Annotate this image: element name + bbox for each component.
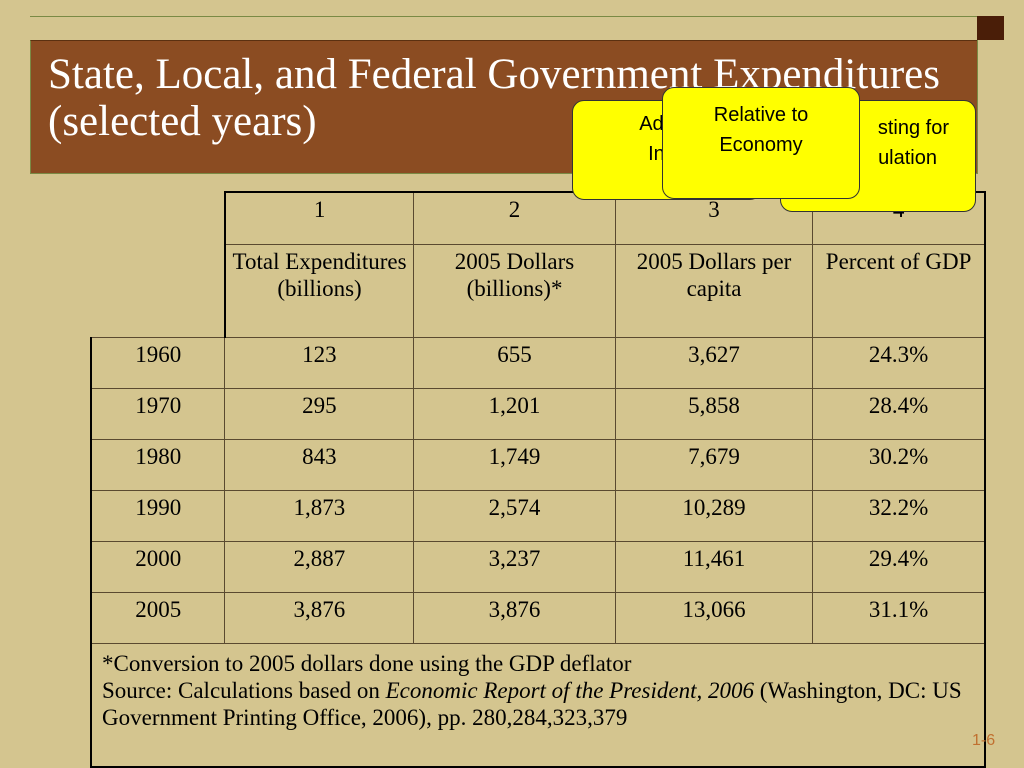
per-capita-cell: 5,858: [614, 388, 814, 440]
per-capita-cell: 11,461: [614, 541, 814, 593]
dollars2005-cell: 655: [413, 337, 616, 389]
year-cell: 2005: [90, 592, 226, 644]
table-row: 1960 123 655 3,627 24.3%: [90, 337, 987, 389]
column-header: Percent of GDP: [812, 244, 987, 338]
source-note: Source: Calculations based on Economic R…: [102, 677, 974, 731]
pct-gdp-cell: 28.4%: [812, 388, 987, 440]
year-cell: 1970: [90, 388, 226, 440]
column-number: 2: [413, 191, 616, 245]
dollars2005-cell: 3,237: [413, 541, 616, 593]
table-row: 1990 1,873 2,574 10,289 32.2%: [90, 490, 987, 542]
table-note: *Conversion to 2005 dollars done using t…: [90, 643, 986, 768]
side-strip-accent: [977, 16, 1004, 40]
column-header: 2005 Dollars per capita: [614, 244, 814, 338]
per-capita-cell: 7,679: [614, 439, 814, 491]
total-cell: 123: [224, 337, 415, 389]
column-header: 2005 Dollars (billions)*: [413, 244, 616, 338]
year-cell: 1980: [90, 439, 226, 491]
total-cell: 843: [224, 439, 415, 491]
blank-cell: [91, 192, 225, 245]
table-row: 2000 2,887 3,237 11,461 29.4%: [90, 541, 987, 593]
pct-gdp-cell: 32.2%: [812, 490, 987, 542]
table-row: 2005 3,876 3,876 13,066 31.1%: [90, 592, 987, 644]
per-capita-cell: 10,289: [614, 490, 814, 542]
dollars2005-cell: 3,876: [413, 592, 616, 644]
dollars2005-cell: 2,574: [413, 490, 616, 542]
callout-text-line1: Relative to: [713, 104, 809, 126]
source-prefix: Source: Calculations based on: [102, 678, 386, 703]
total-cell: 2,887: [224, 541, 415, 593]
per-capita-cell: 13,066: [614, 592, 814, 644]
dollars2005-cell: 1,749: [413, 439, 616, 491]
pct-gdp-cell: 31.1%: [812, 592, 987, 644]
page-number: 1-6: [972, 732, 996, 749]
source-title: Economic Report of the President, 2006: [385, 678, 754, 703]
pct-gdp-cell: 24.3%: [812, 337, 987, 389]
table-note-row: *Conversion to 2005 dollars done using t…: [90, 643, 986, 768]
year-cell: 1990: [90, 490, 226, 542]
side-strip: [977, 16, 1005, 174]
callout-text-line2: ulation: [878, 147, 937, 169]
economy-callout[interactable]: Relative to Economy: [662, 87, 860, 221]
column-header-row: Total Expenditures (billions) 2005 Dolla…: [91, 244, 987, 338]
pct-gdp-cell: 29.4%: [812, 541, 987, 593]
callout-text-line1: sting for: [877, 117, 949, 139]
column-number: 1: [223, 191, 415, 245]
source-rest: (Washington, DC: US Government Printing …: [102, 678, 962, 730]
total-cell: 295: [224, 388, 415, 440]
year-cell: 1960: [90, 337, 226, 389]
top-rule: [30, 16, 1004, 17]
column-header: Total Expenditures (billions): [223, 244, 415, 338]
per-capita-cell: 3,627: [614, 337, 814, 389]
expenditures-table: 1 2 3 4 Total Expenditures (billions) 20…: [90, 191, 987, 768]
year-cell: 2000: [90, 541, 226, 593]
callout-text-line2: Economy: [719, 134, 803, 156]
total-cell: 3,876: [224, 592, 415, 644]
blank-cell: [91, 245, 225, 338]
table-row: 1970 295 1,201 5,858 28.4%: [90, 388, 987, 440]
table-row: 1980 843 1,749 7,679 30.2%: [90, 439, 987, 491]
deflator-note: *Conversion to 2005 dollars done using t…: [102, 651, 632, 676]
dollars2005-cell: 1,201: [413, 388, 616, 440]
total-cell: 1,873: [224, 490, 415, 542]
pct-gdp-cell: 30.2%: [812, 439, 987, 491]
